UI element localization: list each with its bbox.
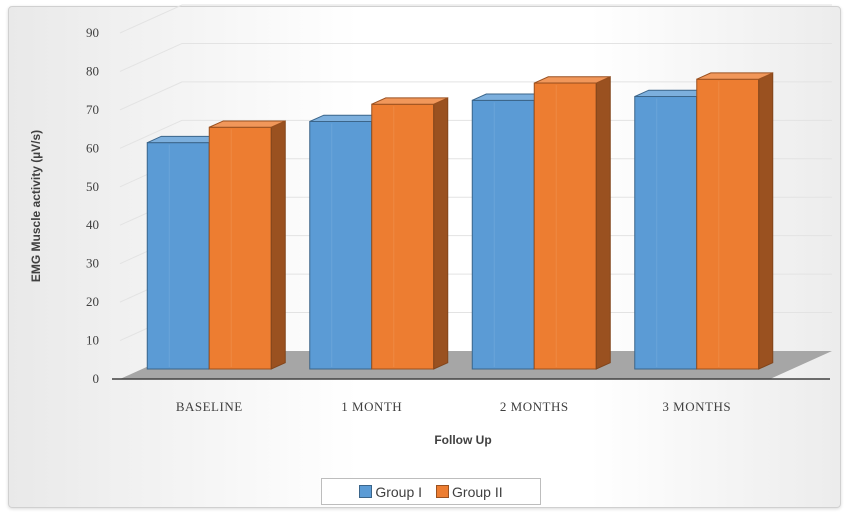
y-tick-label: 10 <box>86 333 99 348</box>
legend-label-group-2: Group II <box>452 483 503 500</box>
bar-front <box>208 126 272 370</box>
x-axis-categories: BASELINE 1 MONTH 2 MONTHS 3 MONTHS <box>176 399 731 414</box>
y-tick-label: 40 <box>86 217 99 232</box>
bar <box>696 72 774 370</box>
y-axis-ticks: 0 10 20 30 40 50 60 70 80 90 <box>86 25 99 386</box>
bar-side <box>758 72 774 370</box>
bar <box>208 120 286 370</box>
gridline <box>119 119 832 149</box>
y-tick-label: 80 <box>86 63 99 78</box>
bar-top <box>209 120 286 128</box>
bar-side <box>433 97 449 370</box>
x-category-label: 2 MONTHS <box>500 399 569 414</box>
legend: Group I Group II <box>321 478 541 505</box>
x-category-label: BASELINE <box>176 399 243 414</box>
bar <box>533 75 611 370</box>
y-tick-label: 0 <box>93 371 100 386</box>
gridline <box>119 81 832 111</box>
legend-label-group-1: Group I <box>375 483 423 500</box>
y-tick-label: 50 <box>86 179 99 194</box>
bar-front <box>696 78 760 370</box>
bar-front <box>371 103 435 370</box>
bar-side <box>270 120 286 370</box>
y-tick-label: 30 <box>86 256 99 271</box>
legend-swatch-group-2 <box>436 485 450 498</box>
gridlines <box>119 4 832 342</box>
bar-top <box>696 72 773 80</box>
y-tick-label: 60 <box>86 140 99 155</box>
legend-swatch-group-1 <box>359 485 373 498</box>
bar-front <box>146 142 210 370</box>
y-axis-title: EMG Muscle activity (µV/s) <box>29 130 43 282</box>
bar-front <box>471 99 535 370</box>
bar-top <box>371 97 448 105</box>
y-tick-label: 90 <box>86 25 99 40</box>
bar-top <box>534 76 611 84</box>
gridline <box>119 4 832 34</box>
x-category-label: 3 MONTHS <box>662 399 731 414</box>
bar-front <box>309 121 373 370</box>
y-tick-label: 70 <box>86 102 99 117</box>
bar-side <box>595 75 611 370</box>
bar-front <box>533 82 597 370</box>
bar <box>371 97 449 370</box>
x-axis-title: Follow Up <box>434 433 491 447</box>
legend-item-group-1: Group I <box>359 484 422 500</box>
y-tick-label: 20 <box>86 294 99 309</box>
bars <box>146 72 774 370</box>
x-category-label: 1 MONTH <box>341 399 402 414</box>
legend-item-group-2: Group II <box>436 484 503 500</box>
gridline <box>119 42 832 72</box>
bar-front <box>634 96 698 370</box>
